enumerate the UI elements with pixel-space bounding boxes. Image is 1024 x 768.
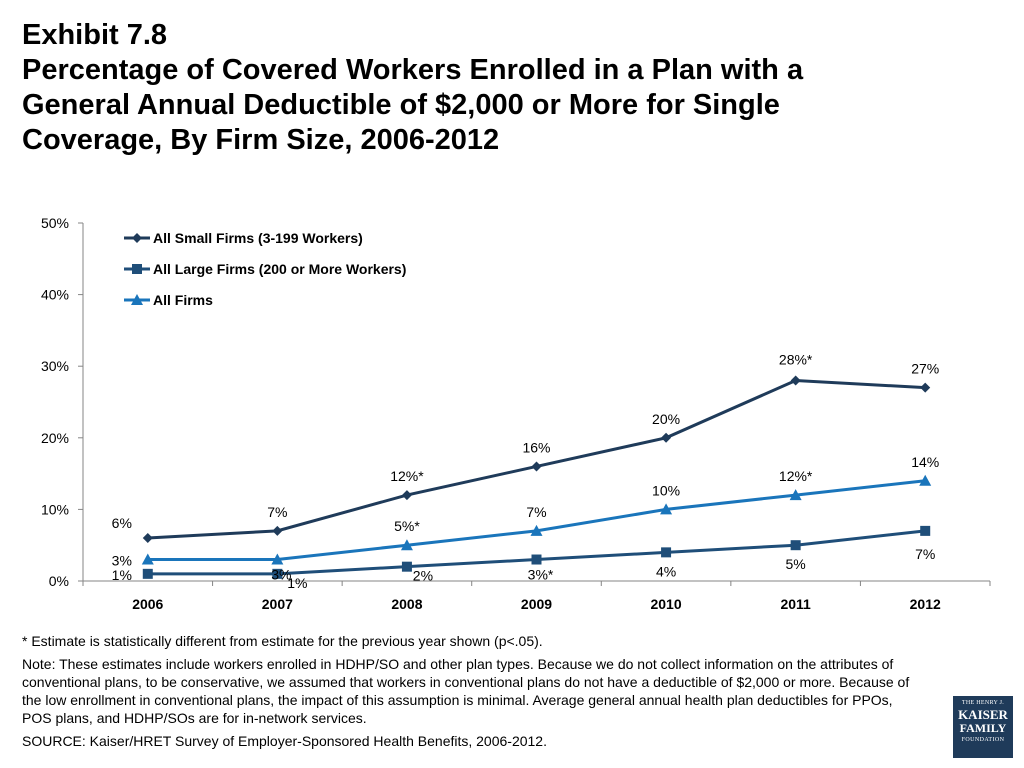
legend-label: All Firms <box>153 292 213 308</box>
x-tick-label: 2012 <box>910 596 941 612</box>
x-tick-label: 2009 <box>521 596 552 612</box>
data-label: 7% <box>267 504 287 520</box>
data-label: 1% <box>112 567 132 583</box>
logo-line-1: THE HENRY J. <box>961 700 1005 706</box>
data-label: 7% <box>526 504 546 520</box>
legend-label: All Large Firms (200 or More Workers) <box>153 261 406 277</box>
data-label: 6% <box>112 515 132 531</box>
data-label: 27% <box>911 361 939 377</box>
y-tick-label: 10% <box>41 501 69 517</box>
data-point <box>661 547 672 558</box>
title-line-3: General Annual Deductible of $2,000 or M… <box>22 89 780 121</box>
data-label: 3% <box>112 553 132 569</box>
data-point <box>141 553 154 565</box>
data-label: 3% <box>271 567 291 583</box>
data-point <box>272 568 283 579</box>
data-point <box>531 554 542 565</box>
title-line-1: Exhibit 7.8 <box>22 19 168 51</box>
x-tick-label: 2011 <box>780 596 811 612</box>
logo-line-2: KAISER <box>958 707 1008 722</box>
data-point <box>920 382 931 393</box>
data-point <box>531 461 542 472</box>
data-point <box>142 568 153 579</box>
source-text: SOURCE: Kaiser/HRET Survey of Employer-S… <box>22 733 547 749</box>
data-point <box>401 561 412 572</box>
data-label: 1% <box>287 575 307 591</box>
logo-line-3: FAMILY <box>959 721 1007 735</box>
y-tick-label: 40% <box>41 287 69 303</box>
data-point <box>142 533 153 544</box>
y-tick-label: 20% <box>41 430 69 446</box>
legend-marker <box>132 264 142 274</box>
data-label: 12%* <box>779 468 813 484</box>
data-point <box>660 503 673 515</box>
legend-marker <box>131 294 143 305</box>
data-label: 4% <box>656 563 676 579</box>
data-point <box>790 540 801 551</box>
y-tick-label: 0% <box>49 573 69 589</box>
x-tick-label: 2006 <box>132 596 163 612</box>
data-point <box>661 432 672 443</box>
data-label: 20% <box>652 411 680 427</box>
data-label: 3%* <box>528 567 554 583</box>
data-label: 12%* <box>390 468 424 484</box>
x-tick-label: 2007 <box>262 596 293 612</box>
data-label: 14% <box>911 454 939 470</box>
data-point <box>400 539 413 551</box>
data-point <box>272 525 283 536</box>
data-point <box>920 525 931 536</box>
data-point <box>271 553 284 565</box>
title-line-2: Percentage of Covered Workers Enrolled i… <box>22 54 804 86</box>
data-point <box>789 489 802 501</box>
data-label: 2% <box>413 568 433 584</box>
data-label: 5% <box>786 556 806 572</box>
logo-line-4: FOUNDATION <box>961 737 1005 743</box>
x-tick-label: 2008 <box>391 596 422 612</box>
note-text: Note: These estimates include workers en… <box>22 656 910 726</box>
legend-label: All Small Firms (3-199 Workers) <box>153 230 363 246</box>
exhibit-title: Exhibit 7.8 Percentage of Covered Worker… <box>22 18 1012 158</box>
x-tick-label: 2010 <box>650 596 681 612</box>
line-chart: 0% 10% 20% 30% 40% 50% 2006 2007 2008 2009 2010 201… <box>41 215 991 612</box>
data-label: 7% <box>915 546 935 562</box>
data-label: 28%* <box>779 352 813 368</box>
series-line <box>147 479 926 562</box>
legend-marker <box>132 233 142 243</box>
title-line-4: Coverage, By Firm Size, 2006-2012 <box>22 124 500 156</box>
footnote-text: * Estimate is statistically different fr… <box>22 633 543 649</box>
y-tick-label: 50% <box>41 215 69 231</box>
data-label: 16% <box>522 439 550 455</box>
data-label: 5%* <box>394 518 420 534</box>
data-point <box>530 524 543 536</box>
chart-area: 0% 10% 20% 30% 40% 50% 2006 2007 2008 2009 2010 201… <box>0 205 1024 630</box>
y-tick-label: 30% <box>41 358 69 374</box>
data-label: 10% <box>652 482 680 498</box>
data-point <box>919 474 932 486</box>
notes-section: * Estimate is statistically different fr… <box>22 632 922 755</box>
data-point <box>790 375 801 386</box>
kff-logo: THE HENRY J. KAISER FAMILY FOUNDATION <box>953 696 1013 758</box>
data-point <box>401 490 412 501</box>
